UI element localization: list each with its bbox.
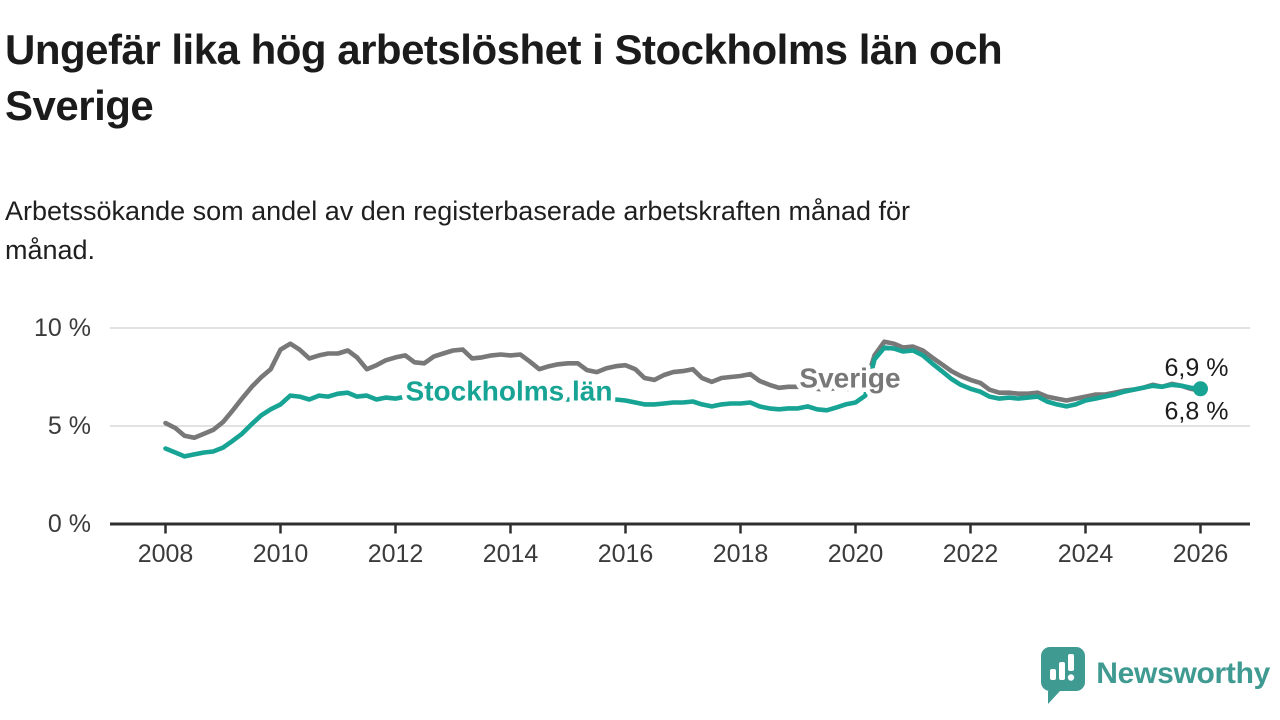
x-tick-label: 2018 [713, 540, 769, 568]
series-label-stockholms-l-n: Stockholms län [406, 376, 613, 407]
chart-subtitle: Arbetssökande som andel av den registerb… [5, 192, 1195, 270]
series-label-sverige: Sverige [799, 363, 900, 394]
chart-title: Ungefär lika hög arbetslöshet i Stockhol… [5, 22, 1185, 134]
speech-bubble-bar-chart-icon [1041, 647, 1086, 704]
x-tick-label: 2016 [598, 540, 654, 568]
y-tick-label: 0 % [48, 510, 91, 538]
x-tick-label: 2008 [138, 540, 194, 568]
chart-subtitle-line-2: månad. [5, 235, 96, 265]
chart-title-line-2: Sverige [5, 82, 154, 129]
y-tick-label: 5 % [48, 412, 91, 440]
end-point-dot [1193, 381, 1208, 397]
end-value-label-sverige: 6,8 % [1165, 398, 1229, 426]
chart-subtitle-line-1: Arbetssökande som andel av den registerb… [5, 196, 911, 226]
newsworthy-logo: Newsworthy [1040, 646, 1270, 708]
y-tick-label: 10 % [34, 314, 91, 342]
series-line-sverige [163, 339, 1203, 441]
logo-wordmark: Newsworthy [1096, 657, 1270, 690]
end-value-label-stockholms-l-n: 6,9 % [1165, 354, 1229, 382]
x-tick-label: 2022 [943, 540, 999, 568]
unemployment-line-chart: 10 % 5 % 0 % 2008 2010 2012 2014 2016 2018 2020 20… [34, 314, 1250, 568]
x-tick-label: 2024 [1058, 540, 1114, 568]
chart-title-line-1: Ungefär lika hög arbetslöshet i Stockhol… [5, 26, 1003, 73]
x-tick-label: 2020 [828, 540, 884, 568]
x-tick-label: 2014 [483, 540, 539, 568]
series-line-stockholms-l-n [163, 345, 1203, 459]
x-tick-label: 2010 [253, 540, 309, 568]
x-tick-label: 2026 [1173, 540, 1229, 568]
x-tick-label: 2012 [368, 540, 424, 568]
